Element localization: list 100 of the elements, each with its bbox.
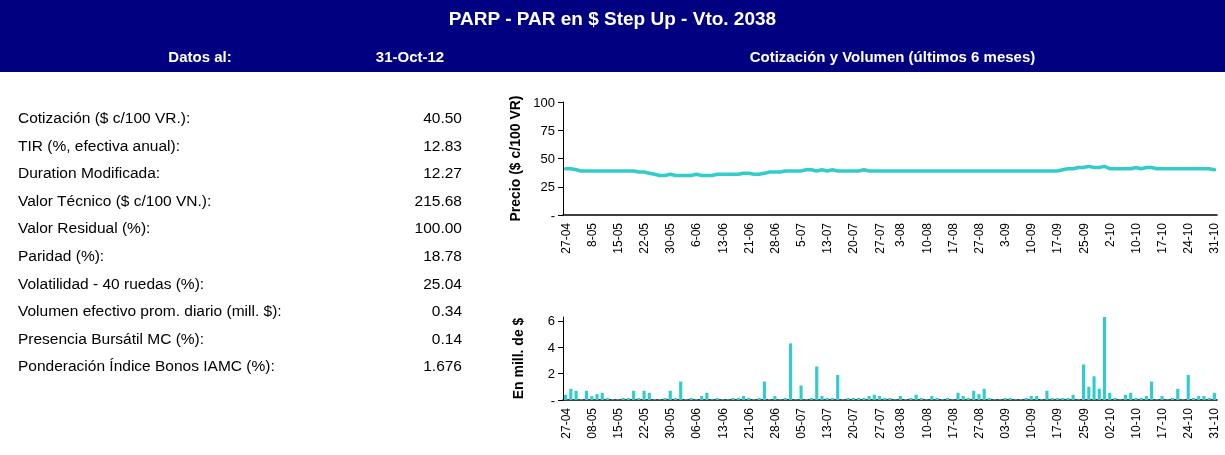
x-tick-label: 31-10 [1207, 222, 1222, 254]
text: 12.27 [422, 164, 462, 183]
bar [1212, 392, 1216, 400]
bar [1186, 374, 1190, 400]
bar [789, 343, 793, 400]
x-tick-label: 03-08 [893, 407, 908, 439]
y-tick-label: 6 [547, 313, 555, 329]
text: Valor Residual (%): [18, 219, 151, 238]
x-tick-label: 20-07 [846, 407, 861, 439]
text: 31-Oct-12 [374, 48, 446, 65]
text: 12.83 [422, 136, 462, 155]
x-tick-label: 3-08 [893, 222, 908, 248]
bar [1150, 381, 1154, 400]
bar [762, 381, 766, 400]
bar [741, 396, 746, 400]
y-tick-label: - [550, 207, 555, 223]
x-tick-label: 2-10 [1102, 222, 1117, 248]
x-tick-label: 22-05 [637, 222, 652, 254]
text: Valor Técnico ($ c/100 VN.): [18, 191, 212, 210]
x-tick-label: 03-09 [998, 407, 1013, 439]
bar [632, 390, 636, 400]
bar [1202, 396, 1206, 400]
y-tick-label: - [550, 392, 555, 408]
bar [815, 366, 819, 400]
x-tick-label: 10-08 [919, 407, 934, 439]
bar [836, 374, 840, 400]
text: 0.14 [430, 329, 462, 348]
x-tick-label: 17-08 [945, 407, 960, 439]
x-tick-label: 31-10 [1207, 407, 1222, 439]
x-tick-label: 30-05 [663, 222, 678, 254]
x-tick-label: 6-06 [689, 222, 704, 248]
text: Duration Modificada: [18, 164, 161, 183]
bar [700, 396, 704, 400]
x-tick-label: 30-05 [663, 407, 678, 439]
x-tick-label: 17-09 [1050, 407, 1065, 439]
x-tick-label: 24-10 [1181, 407, 1196, 439]
bar [642, 390, 646, 400]
x-tick-label: 28-06 [767, 222, 782, 254]
x-tick-label: 28-06 [767, 407, 782, 439]
bar [1197, 396, 1201, 400]
y-tick-label: 75 [540, 122, 555, 138]
bar [574, 390, 578, 400]
x-tick-label: 10-09 [1024, 222, 1039, 254]
x-tick-label: 13-07 [820, 407, 835, 439]
text: TIR (%, efectiva anual): [18, 136, 180, 155]
x-tick-label: 10-10 [1128, 407, 1143, 439]
bar [1087, 386, 1091, 400]
x-tick-label: 08-05 [584, 407, 599, 439]
bar [1129, 392, 1133, 400]
bar [956, 392, 960, 400]
x-tick-label: 21-06 [741, 222, 756, 254]
text: Datos al: [167, 48, 233, 65]
x-tick-label: 25-09 [1076, 222, 1091, 254]
bar [1160, 396, 1164, 400]
text: 1.676 [422, 357, 462, 376]
bar [1108, 392, 1112, 400]
y-tick-label: 25 [540, 179, 555, 195]
x-tick-label: 15-05 [610, 407, 625, 439]
x-tick-label: 06-06 [689, 407, 704, 439]
x-tick-label: 27-08 [971, 222, 986, 254]
bar [977, 394, 981, 400]
x-tick-label: 05-07 [794, 407, 809, 439]
y-tick-label: 100 [533, 94, 555, 110]
x-tick-label: 5-07 [794, 222, 809, 248]
line-series [563, 164, 1217, 178]
y-axis-title: En mill. de $ [510, 317, 526, 400]
bar [961, 396, 965, 400]
y-axis-title: Precio ($ c/100 VR) [507, 95, 524, 222]
bar [773, 396, 777, 400]
x-tick-label: 10-09 [1024, 407, 1039, 439]
x-tick-label: 24-10 [1181, 222, 1196, 254]
x-tick-label: 3-09 [998, 222, 1013, 248]
bar [705, 392, 709, 400]
x-tick-label: 27-04 [558, 407, 573, 439]
bar [930, 396, 934, 400]
bar [1029, 396, 1033, 400]
x-tick-label: 8-05 [584, 222, 599, 248]
y-tick-label: 2 [547, 366, 555, 382]
bar [972, 390, 976, 400]
bar [867, 396, 871, 400]
bar [1045, 390, 1049, 400]
bar [590, 396, 594, 400]
x-tick-label: 27-07 [872, 222, 887, 254]
bar [1092, 376, 1096, 400]
x-tick-label: 27-08 [971, 407, 986, 439]
x-tick-label: 20-07 [846, 222, 861, 254]
y-tick-label: 50 [540, 151, 555, 166]
bar [1034, 396, 1039, 400]
text: Cotización ($ c/100 VR.): [18, 109, 191, 127]
chart-title: Cotización y Volumen (últimos 6 meses) [748, 48, 1037, 65]
bar [898, 396, 903, 400]
text: 25.04 [422, 274, 462, 293]
bar [820, 396, 824, 400]
text: PARP - PAR en $ Step Up - Vto. 2038 [447, 8, 778, 30]
bar [1102, 317, 1107, 400]
bar [877, 396, 882, 400]
text: 0.34 [430, 302, 462, 321]
bar [600, 392, 604, 400]
text: 18.78 [422, 247, 462, 265]
x-tick-label: 15-05 [610, 222, 625, 254]
